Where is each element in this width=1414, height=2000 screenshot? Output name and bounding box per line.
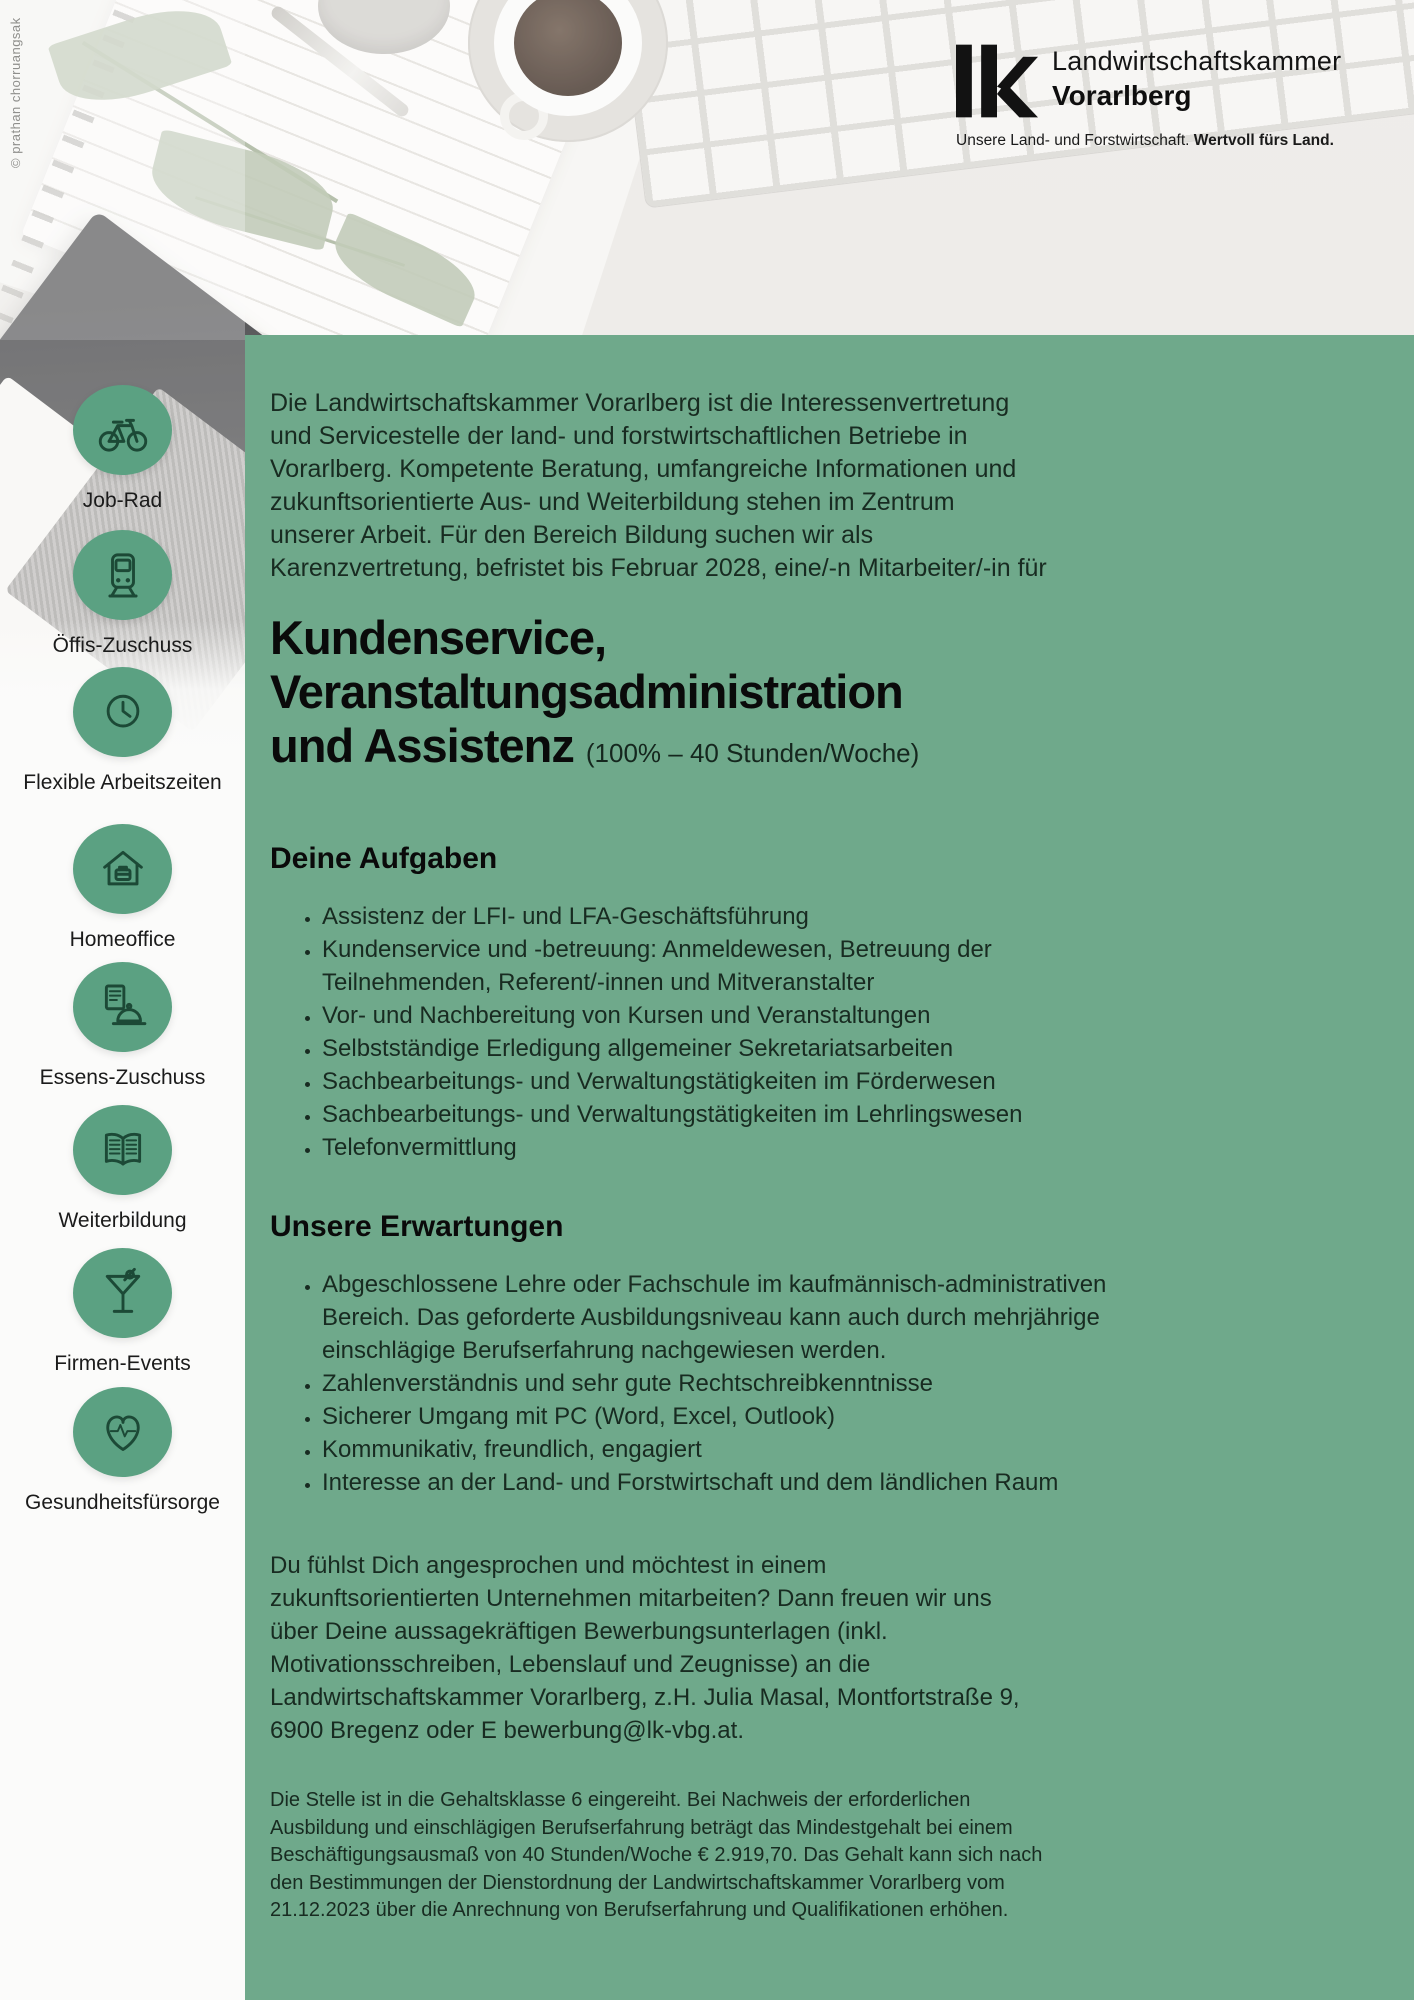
closing-paragraph: Du fühlst Dich angesprochen und möchtest… — [270, 1552, 1020, 1744]
benefit-circle — [73, 385, 172, 475]
meal-icon — [104, 984, 146, 1026]
benefit-weiterbildung: Weiterbildung — [0, 1105, 245, 1233]
intro-paragraph: Die Landwirtschaftskammer Vorarlberg ist… — [270, 389, 1047, 582]
benefit-circle — [73, 1387, 172, 1477]
coffee-photo — [514, 0, 622, 96]
benefit-circle — [73, 824, 172, 914]
benefit-circle — [73, 667, 172, 757]
benefit-circle — [73, 1105, 172, 1195]
lk-logo-mark — [956, 44, 1038, 118]
bullet-item: Sachbearbeitungs- und Verwaltungstätigke… — [322, 1065, 1132, 1098]
content-panel: Die Landwirtschaftskammer Vorarlberg ist… — [245, 335, 1414, 2000]
benefit-label: Job-Rad — [82, 489, 163, 512]
benefit-essens-zuschuss: Essens-Zuschuss — [0, 962, 245, 1090]
salary-fine-print: Die Stelle ist in die Gehaltsklasse 6 ei… — [270, 1789, 1043, 1921]
bullet-item: Selbstständige Erledigung allgemeiner Se… — [322, 1032, 1132, 1065]
benefit-job-rad: Job-Rad — [0, 385, 245, 513]
benefit-flexible-arbeitszeiten: Flexible Arbeitszeiten — [0, 667, 245, 795]
logo-tagline: Unsere Land- und Forstwirtschaft. Wertvo… — [956, 132, 1341, 150]
logo-name-line2: Vorarlberg — [1052, 80, 1192, 111]
cocktail-icon — [105, 1267, 140, 1313]
benefit-label: Firmen-Events — [54, 1352, 191, 1375]
benefit-label: Homeoffice — [69, 928, 176, 951]
heart-pulse-icon — [105, 1415, 140, 1451]
bullet-item: Abgeschlossene Lehre oder Fachschule im … — [322, 1268, 1132, 1367]
benefit-homeoffice: Homeoffice — [0, 824, 245, 952]
job-title-line3: und Assistenz — [270, 719, 575, 772]
bullet-item: Kundenservice und -betreuung: Anmeldewes… — [322, 933, 1132, 999]
benefit-circle — [73, 530, 172, 620]
bullet-item: Zahlenverständnis und sehr gute Rechtsch… — [322, 1367, 1132, 1400]
open-book-icon — [104, 1132, 141, 1166]
aufgaben-list: Assistenz der LFI- und LFA-Geschäftsführ… — [270, 900, 1132, 1164]
benefit-oeffis-zuschuss: Öffis-Zuschuss — [0, 530, 245, 658]
bullet-item: Sicherer Umgang mit PC (Word, Excel, Out… — [322, 1400, 1132, 1433]
bicycle-icon — [98, 418, 147, 452]
bullet-item: Telefonvermittlung — [322, 1131, 1132, 1164]
benefit-label: Öffis-Zuschuss — [52, 634, 193, 657]
logo-name-line1: Landwirtschaftskammer — [1052, 46, 1342, 76]
logo-text: Landwirtschaftskammer Vorarlberg — [1052, 42, 1341, 112]
benefit-label: Flexible Arbeitszeiten — [23, 771, 222, 794]
bullet-item: Assistenz der LFI- und LFA-Geschäftsführ… — [322, 900, 1132, 933]
logo: Landwirtschaftskammer Vorarlberg Unsere … — [956, 42, 1341, 150]
benefit-label: Essens-Zuschuss — [39, 1066, 206, 1089]
benefit-gesundheitsfuersorge: Gesundheitsfürsorge — [0, 1387, 245, 1515]
erwartungen-list: Abgeschlossene Lehre oder Fachschule im … — [270, 1268, 1132, 1499]
tagline-bold: Wertvoll fürs Land. — [1193, 132, 1334, 149]
photo-credit: © prathan chorruangsak — [8, 17, 23, 168]
tagline-regular: Unsere Land- und Forstwirtschaft. — [956, 132, 1190, 149]
clock-icon — [106, 694, 139, 728]
job-title-line2: Veranstaltungsadministration — [270, 665, 904, 718]
benefit-circle — [73, 962, 172, 1052]
bullet-item: Interesse an der Land- und Forstwirtscha… — [322, 1466, 1132, 1499]
section-heading-aufgaben: Deine Aufgaben — [270, 842, 498, 875]
section-heading-erwartungen: Unsere Erwartungen — [270, 1210, 564, 1243]
photo-light-wash — [0, 0, 1414, 340]
bullet-item: Vor- und Nachbereitung von Kursen und Ve… — [322, 999, 1132, 1032]
job-title-line1: Kundenservice, — [270, 611, 607, 664]
homeoffice-icon — [102, 850, 143, 886]
job-title: Kundenservice, Veranstaltungsadministrat… — [270, 611, 1374, 780]
benefit-label: Gesundheitsfürsorge — [25, 1491, 220, 1514]
benefit-label: Weiterbildung — [58, 1209, 187, 1232]
benefit-firmen-events: Firmen-Events — [0, 1248, 245, 1376]
train-icon — [107, 553, 138, 598]
bullet-item: Sachbearbeitungs- und Verwaltungstätigke… — [322, 1098, 1132, 1131]
benefit-circle — [73, 1248, 172, 1338]
bullet-item: Kommunikativ, freundlich, engagiert — [322, 1433, 1132, 1466]
job-title-hours: (100% – 40 Stunden/Woche) — [585, 738, 920, 768]
